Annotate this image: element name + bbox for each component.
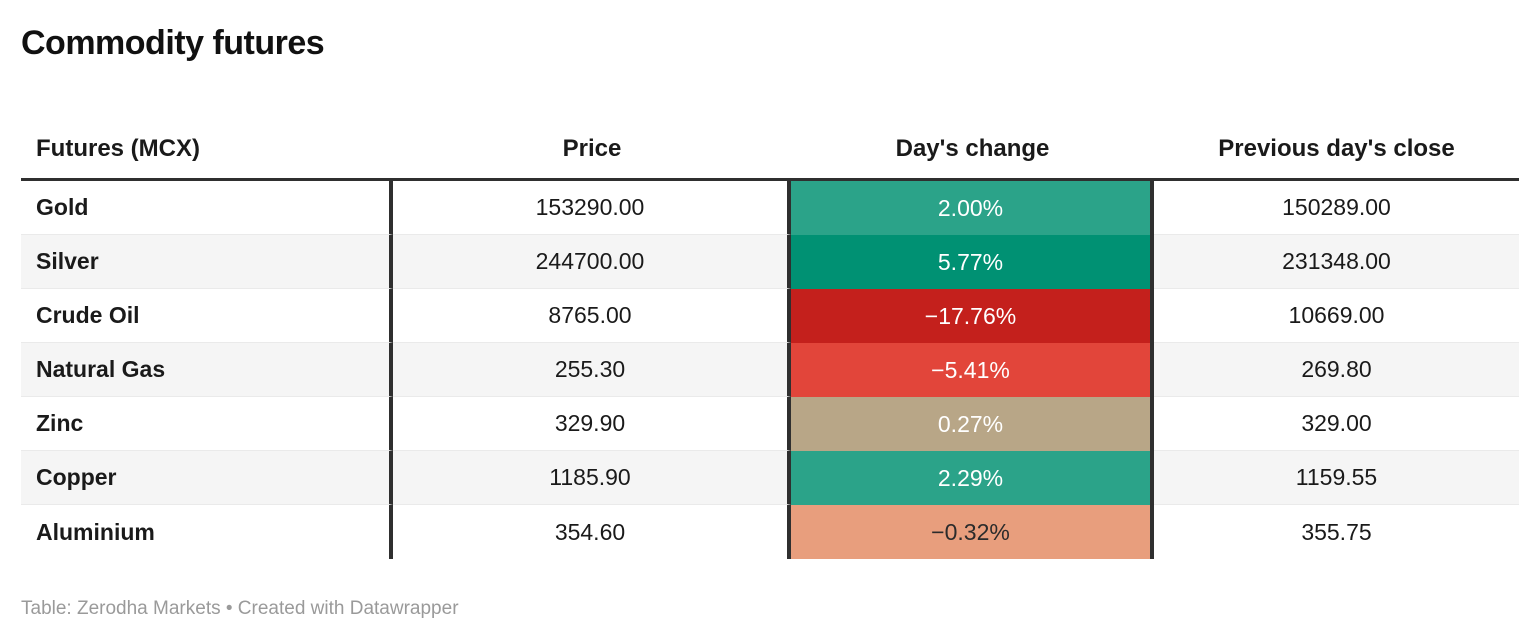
days-change-cell: −0.32% — [791, 505, 1154, 559]
commodity-futures-table: Futures (MCX) Price Day's change Previou… — [21, 119, 1519, 559]
futures-name: Natural Gas — [21, 343, 393, 397]
days-change-cell: −5.41% — [791, 343, 1154, 397]
prev-close-value: 355.75 — [1301, 518, 1372, 545]
table-row-aluminium: Aluminium 354.60 −0.32% 355.75 — [21, 505, 1519, 559]
days-change-cell: 5.77% — [791, 235, 1154, 289]
futures-name: Crude Oil — [21, 289, 393, 343]
table-row-copper: Copper 1185.90 2.29% 1159.55 — [21, 451, 1519, 505]
column-header-price: Price — [562, 134, 622, 162]
table-row-crude-oil: Crude Oil 8765.00 −17.76% 10669.00 — [21, 289, 1519, 343]
price-value: 153290.00 — [393, 181, 791, 235]
days-change-cell: −17.76% — [791, 289, 1154, 343]
prev-close-value: 10669.00 — [1154, 289, 1519, 343]
days-change-cell: 2.29% — [791, 451, 1154, 505]
table-row-gold: Gold 153290.00 2.00% 150289.00 — [21, 181, 1519, 235]
column-header-futures: Futures (MCX) — [36, 134, 200, 162]
table-header-row: Futures (MCX) Price Day's change Previou… — [21, 119, 1519, 181]
price-value: 244700.00 — [393, 235, 791, 289]
futures-name: Copper — [21, 451, 393, 505]
prev-close-value: 1159.55 — [1154, 451, 1519, 505]
futures-name: Gold — [21, 181, 393, 235]
days-change-cell: 2.00% — [791, 181, 1154, 235]
table-row-zinc: Zinc 329.90 0.27% 329.00 — [21, 397, 1519, 451]
attribution-footer: Table: Zerodha Markets • Created with Da… — [21, 598, 459, 619]
price-value: 255.30 — [393, 343, 791, 397]
prev-close-value: 269.80 — [1154, 343, 1519, 397]
page-title: Commodity futures — [21, 24, 325, 62]
table-row-silver: Silver 244700.00 5.77% 231348.00 — [21, 235, 1519, 289]
prev-close-value: 231348.00 — [1154, 235, 1519, 289]
prev-close-value: 150289.00 — [1154, 181, 1519, 235]
price-value: 329.90 — [393, 397, 791, 451]
column-header-days-change: Day's change — [895, 134, 1050, 162]
futures-name: Aluminium — [21, 505, 393, 559]
futures-name: Zinc — [21, 397, 393, 451]
price-value: 354.60 — [393, 505, 791, 559]
column-header-prev-close: Previous day's close — [1218, 134, 1455, 162]
price-value: 8765.00 — [393, 289, 791, 343]
futures-name: Silver — [21, 235, 393, 289]
days-change-cell: 0.27% — [791, 397, 1154, 451]
prev-close-value: 329.00 — [1154, 397, 1519, 451]
table-row-natural-gas: Natural Gas 255.30 −5.41% 269.80 — [21, 343, 1519, 397]
price-value: 1185.90 — [393, 451, 791, 505]
